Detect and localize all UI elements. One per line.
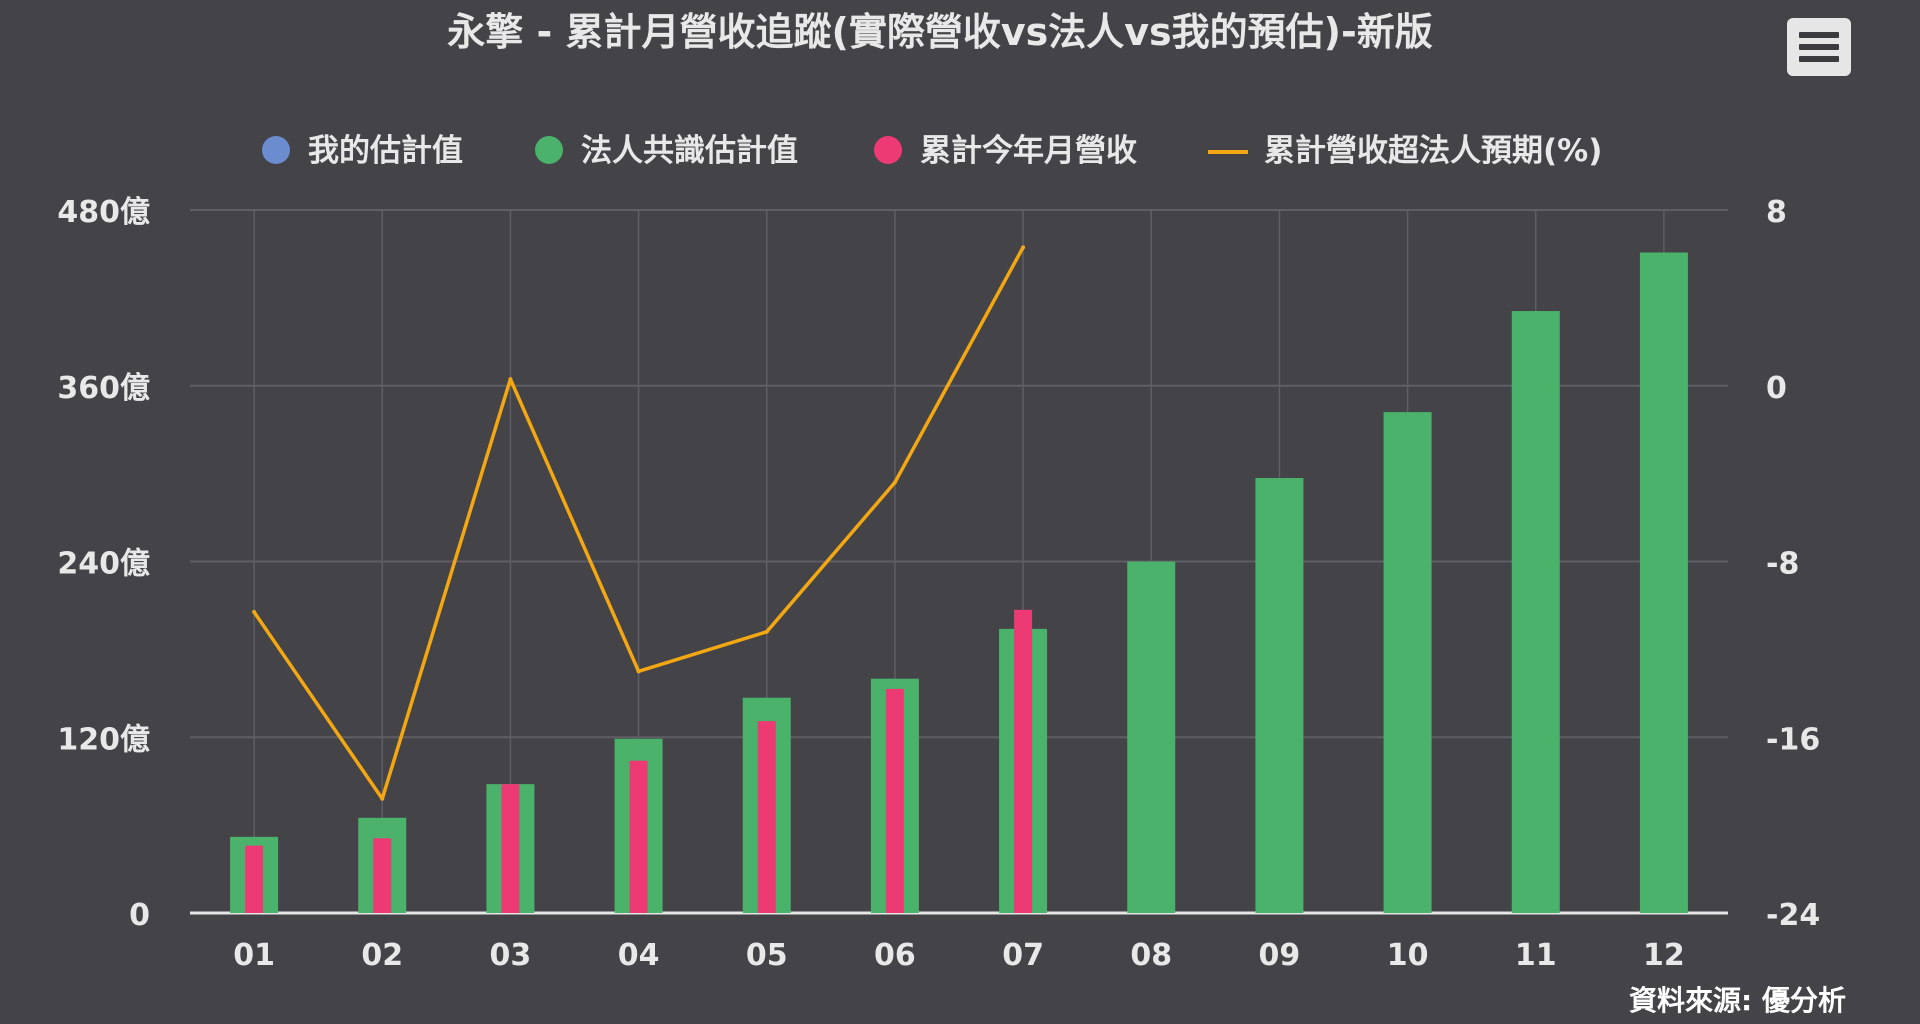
bar-actual-revenue[interactable] (501, 784, 520, 913)
x-tick-label: 06 (874, 938, 916, 973)
bar-actual-revenue[interactable] (373, 838, 392, 913)
x-tick-label: 04 (618, 938, 660, 973)
legend-label[interactable]: 法人共識估計值 (581, 133, 798, 169)
bar-consensus-estimate[interactable] (1639, 252, 1688, 914)
y-right-tick-label: 8 (1766, 195, 1787, 230)
line-point[interactable] (636, 669, 641, 674)
line-point[interactable] (252, 610, 257, 615)
bar-actual-revenue[interactable] (757, 721, 776, 913)
line-point[interactable] (892, 480, 897, 485)
bar-consensus-estimate[interactable] (1127, 561, 1176, 914)
line-point[interactable] (764, 629, 769, 634)
x-tick-label: 07 (1002, 938, 1044, 973)
bar-actual-revenue[interactable] (1014, 609, 1033, 913)
x-tick-label: 11 (1515, 938, 1557, 973)
y-left-tick-label: 360億 (57, 371, 150, 406)
y-left-tick-label: 240億 (57, 547, 150, 582)
legend-label[interactable]: 累計營收超法人預期(%) (1264, 133, 1602, 169)
line-point[interactable] (380, 796, 385, 801)
x-tick-label: 03 (490, 938, 532, 973)
credits[interactable]: 資料來源: 優分析 (1629, 984, 1846, 1017)
chart-title: 永擎 - 累計月營收追蹤(實際營收vs法人vs我的預估)-新版 (447, 10, 1433, 54)
x-tick-label: 05 (746, 938, 788, 973)
bar-consensus-estimate[interactable] (1255, 478, 1304, 913)
y-right-tick-label: -8 (1766, 547, 1799, 582)
bar-actual-revenue[interactable] (885, 688, 904, 913)
bar-actual-revenue[interactable] (245, 845, 264, 913)
line-point[interactable] (508, 377, 513, 382)
x-tick-label: 01 (233, 938, 275, 973)
x-tick-label: 10 (1387, 938, 1429, 973)
legend-label[interactable]: 累計今年月營收 (920, 133, 1137, 169)
legend-marker[interactable] (535, 136, 563, 164)
x-tick-label: 09 (1259, 938, 1301, 973)
y-left-tick-label: 120億 (57, 722, 150, 757)
y-left-tick-label: 480億 (57, 195, 150, 230)
y-right-tick-label: 0 (1766, 371, 1787, 406)
bar-consensus-estimate[interactable] (1383, 412, 1432, 913)
y-right-tick-label: -24 (1766, 898, 1820, 933)
chart-menu-button[interactable] (1787, 18, 1851, 76)
y-left-tick-label: 0 (129, 898, 150, 933)
legend[interactable]: 我的估計值 法人共識估計值 累計今年月營收 累計營收超法人預期(%) (262, 133, 1602, 169)
legend-label[interactable]: 我的估計值 (308, 133, 463, 169)
legend-marker[interactable] (262, 136, 290, 164)
line-series[interactable] (252, 245, 1026, 801)
x-tick-label: 12 (1643, 938, 1685, 973)
x-tick-label: 08 (1130, 938, 1172, 973)
bar-actual-revenue[interactable] (629, 760, 648, 913)
y-right-tick-label: -16 (1766, 722, 1820, 757)
x-tick-label: 02 (361, 938, 403, 973)
line-point[interactable] (1021, 245, 1026, 250)
bars[interactable] (230, 252, 1688, 914)
bar-consensus-estimate[interactable] (1511, 311, 1560, 913)
legend-marker[interactable] (874, 136, 902, 164)
